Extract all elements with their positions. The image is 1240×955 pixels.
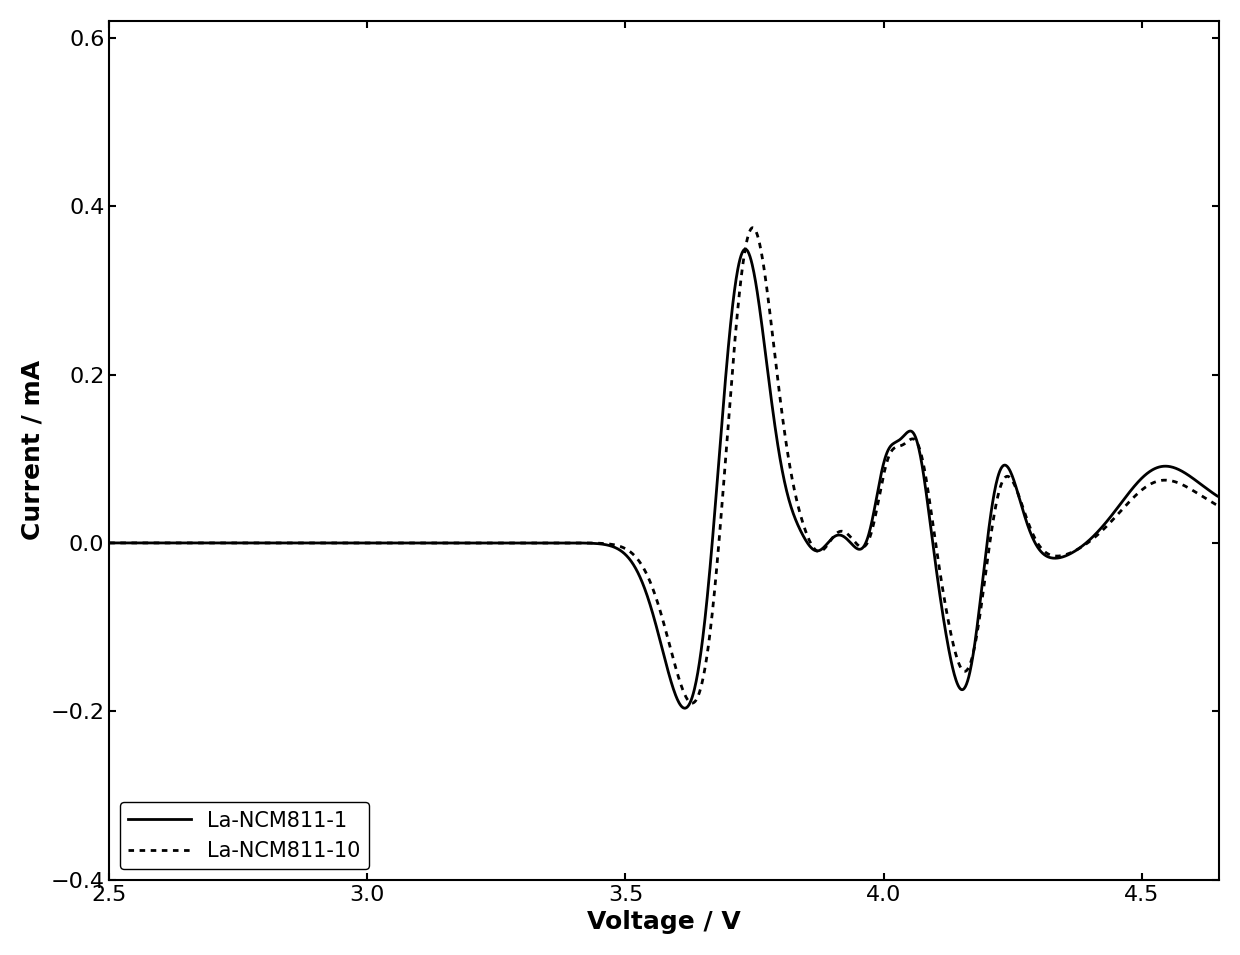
La-NCM811-1 [641, 595, 656, 606]
La-NCM811-1 [677, 703, 692, 714]
La-NCM811-10 [745, 222, 760, 233]
La-NCM811-1 [613, 544, 627, 556]
La-NCM811-10 [159, 538, 174, 549]
La-NCM811-1 [102, 538, 117, 549]
La-NCM811-10 [641, 573, 656, 584]
La-NCM811-10 [977, 578, 992, 589]
La-NCM811-1 [159, 538, 174, 549]
La-NCM811-10 [102, 538, 117, 549]
La-NCM811-1 [1180, 469, 1195, 480]
X-axis label: Voltage / V: Voltage / V [588, 910, 742, 934]
La-NCM811-1 [977, 561, 992, 572]
La-NCM811-1 [1211, 491, 1226, 502]
Legend: La-NCM811-1, La-NCM811-10: La-NCM811-1, La-NCM811-10 [120, 802, 368, 869]
Y-axis label: Current / mA: Current / mA [21, 360, 45, 541]
Line: La-NCM811-10: La-NCM811-10 [109, 227, 1219, 703]
La-NCM811-10 [684, 697, 699, 709]
La-NCM811-1 [738, 244, 753, 255]
La-NCM811-1 [1180, 469, 1195, 480]
La-NCM811-10 [613, 541, 627, 552]
Line: La-NCM811-1: La-NCM811-1 [109, 249, 1219, 709]
La-NCM811-10 [1180, 481, 1195, 493]
La-NCM811-10 [1180, 482, 1195, 494]
La-NCM811-10 [1211, 500, 1226, 512]
